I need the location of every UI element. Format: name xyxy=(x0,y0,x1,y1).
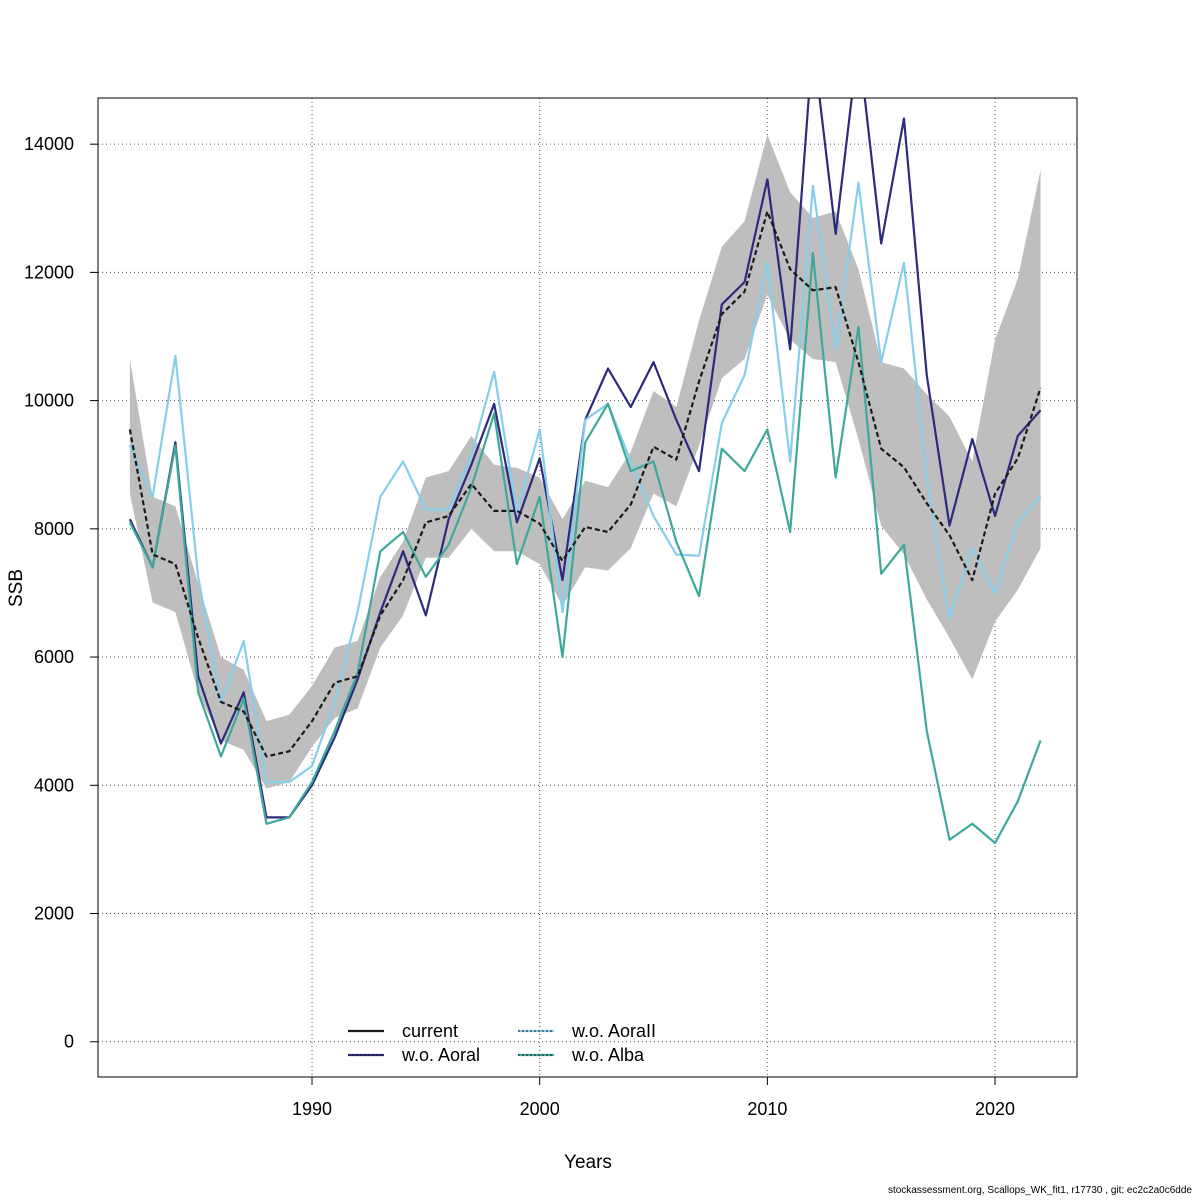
y-tick-label: 10000 xyxy=(24,391,74,411)
x-tick-label: 2010 xyxy=(747,1099,787,1119)
confidence-band xyxy=(129,134,1041,789)
legend-label: w.o. Aoral xyxy=(401,1045,480,1065)
series-line-w-o-alba xyxy=(128,252,1042,845)
y-tick-label: 6000 xyxy=(34,647,74,667)
y-tick-label: 8000 xyxy=(34,519,74,539)
series-line-current xyxy=(128,210,1042,758)
y-tick-label: 0 xyxy=(64,1032,74,1052)
x-tick-label: 1990 xyxy=(292,1099,332,1119)
legend-label: current xyxy=(402,1021,458,1041)
series-line-w-o-aoraii xyxy=(128,181,1042,784)
series-lines xyxy=(128,98,1042,845)
axes: 1990 2000 2010 2020 0 2000 4000 6000 8000 10000 12… xyxy=(24,134,1015,1119)
x-axis-title: Years xyxy=(564,1152,612,1173)
y-tick-label: 14000 xyxy=(24,134,74,154)
legend-label: w.o. Alba xyxy=(571,1045,645,1065)
y-tick-label: 4000 xyxy=(34,775,74,795)
legend-label: w.o. AoraII xyxy=(571,1021,656,1041)
confidence-band-area xyxy=(129,134,1041,789)
footer-note: stockassessment.org, Scallops_WK_fit1, r… xyxy=(887,1185,1192,1196)
y-axis-title: SSB xyxy=(6,569,27,607)
legend: current w.o. Aoral w.o. AoraII w.o. Alba xyxy=(348,1021,656,1065)
y-tick-label: 2000 xyxy=(34,904,74,924)
y-tick-label: 12000 xyxy=(24,262,74,282)
x-tick-label: 2000 xyxy=(520,1099,560,1119)
x-tick-label: 2020 xyxy=(975,1099,1015,1119)
plot-frame xyxy=(97,97,1078,1078)
